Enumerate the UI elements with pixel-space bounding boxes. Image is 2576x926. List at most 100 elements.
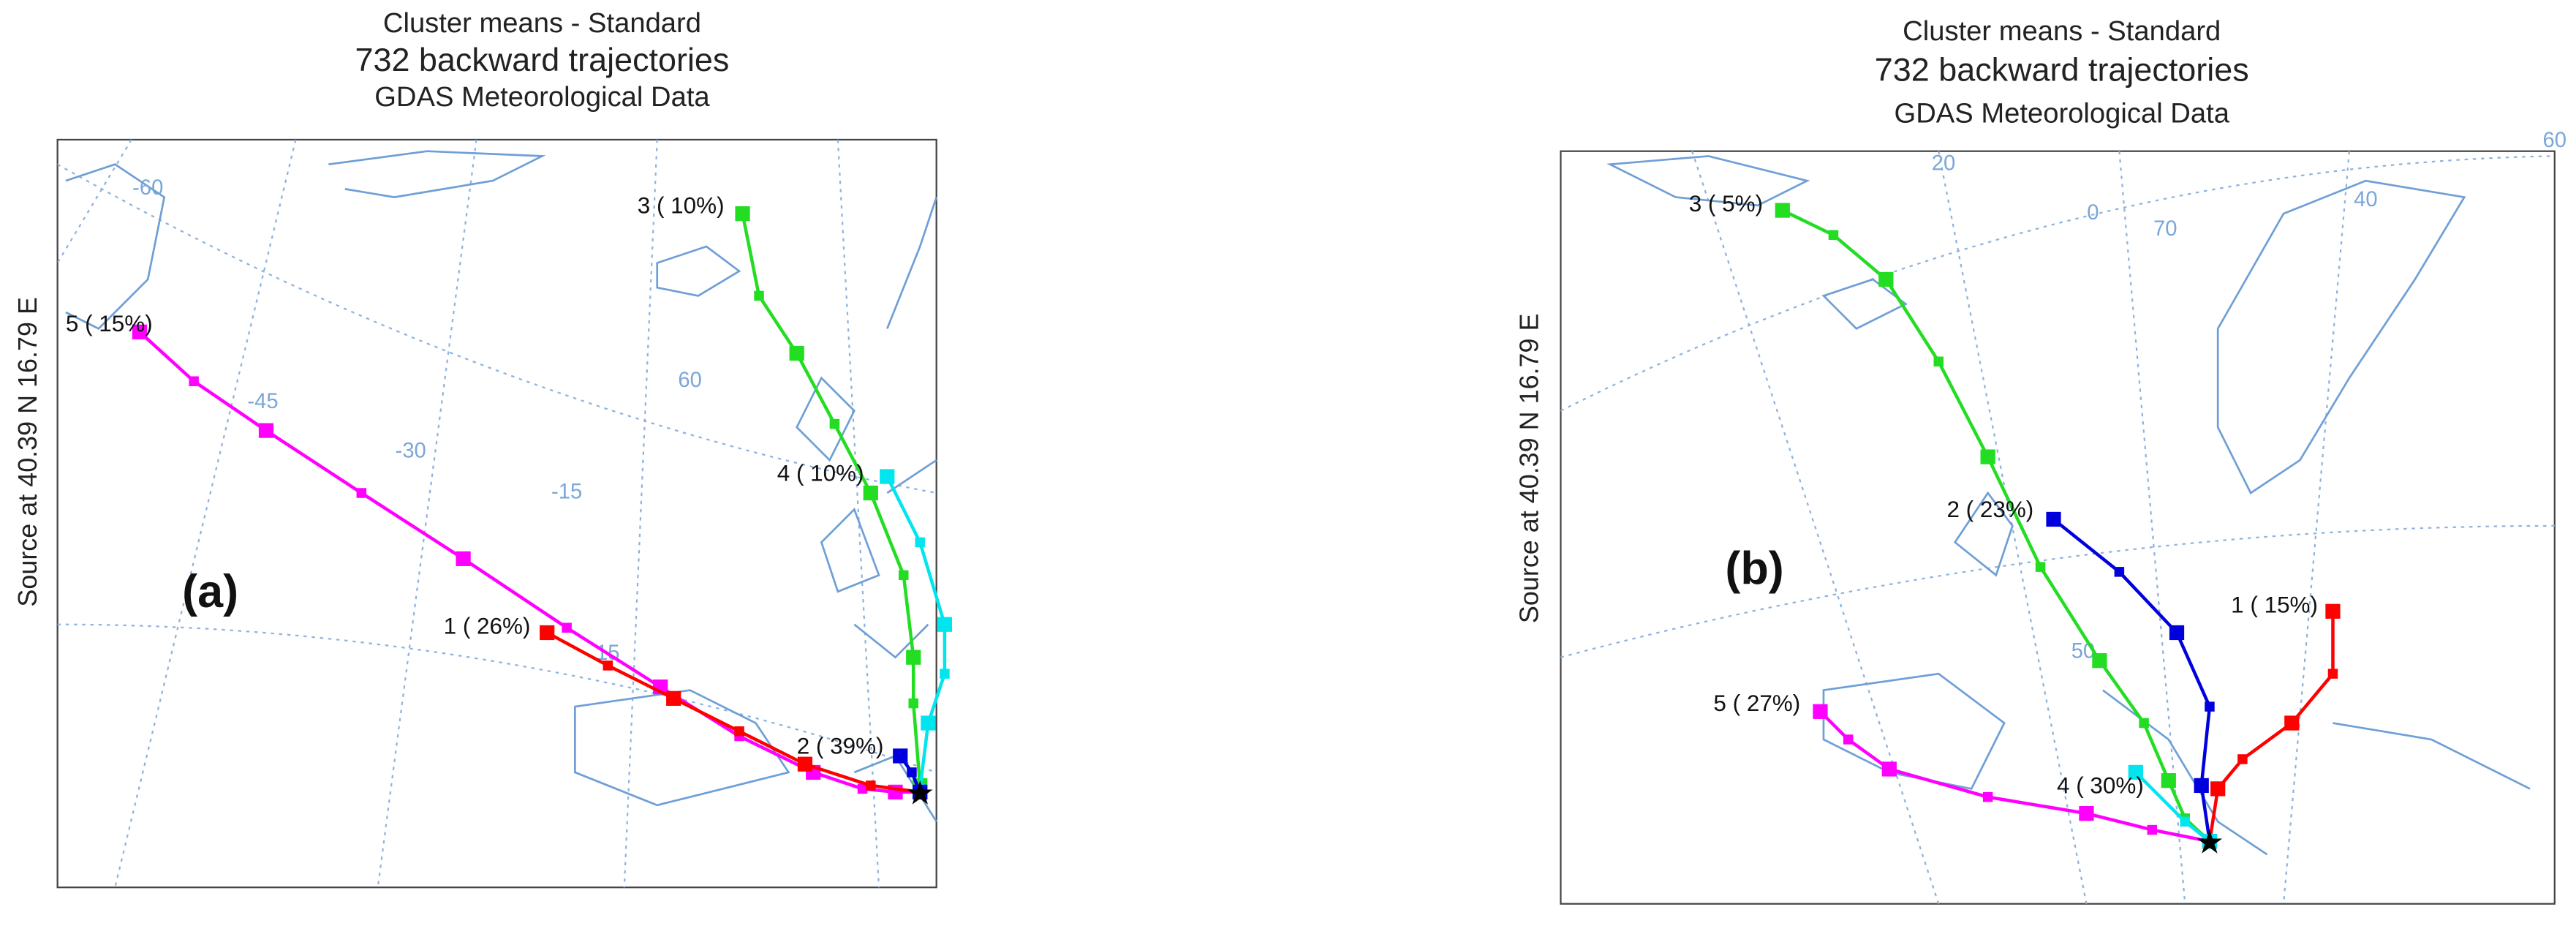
trajectory-marker bbox=[2128, 764, 2143, 780]
graticule bbox=[57, 623, 937, 774]
graticule bbox=[2282, 151, 2351, 904]
graticule bbox=[114, 139, 297, 888]
title-line: Cluster means - Standard bbox=[1903, 15, 2221, 47]
coastline bbox=[796, 376, 880, 593]
graticule bbox=[623, 139, 658, 888]
trajectory bbox=[1818, 710, 2210, 843]
map-frame bbox=[1560, 150, 2556, 905]
coastline bbox=[1822, 491, 2531, 856]
trajectory-marker bbox=[921, 715, 936, 731]
title-line: Cluster means - Standard bbox=[383, 7, 701, 39]
trajectory bbox=[2207, 611, 2335, 842]
grid-label: 20 bbox=[1932, 151, 1955, 175]
trajectory-marker bbox=[2114, 567, 2125, 577]
trajectory-marker bbox=[2046, 511, 2061, 527]
graticule bbox=[56, 139, 132, 264]
trajectory-marker bbox=[2139, 718, 2149, 729]
trajectory-marker bbox=[907, 767, 917, 778]
trajectory bbox=[885, 475, 947, 789]
grid-label: 50 bbox=[2071, 640, 2095, 663]
trajectory-marker bbox=[908, 698, 918, 709]
grid-label: -15 bbox=[551, 481, 582, 504]
cluster-label: 4 ( 10%) bbox=[777, 461, 864, 486]
trajectory-marker bbox=[880, 469, 895, 484]
title-line: 732 backward trajectories bbox=[1875, 51, 2249, 89]
trajectory-marker bbox=[2237, 754, 2248, 764]
trajectory-marker bbox=[2284, 715, 2300, 731]
trajectory-marker bbox=[1828, 230, 1839, 241]
trajectory-marker bbox=[1933, 356, 1944, 367]
trajectory-marker bbox=[2325, 603, 2341, 619]
trajectory-marker bbox=[2092, 653, 2107, 669]
trajectory-marker bbox=[893, 748, 908, 764]
trajectory-marker bbox=[1982, 791, 1993, 802]
trajectory-marker bbox=[866, 780, 876, 791]
trajectory-marker bbox=[937, 617, 953, 632]
cluster-label: 3 ( 10%) bbox=[638, 192, 725, 218]
title-line: GDAS Meteorological Data bbox=[1895, 97, 2230, 129]
trajectory-marker bbox=[915, 537, 925, 548]
trajectory-marker bbox=[2194, 778, 2209, 794]
panel-label: (a) bbox=[182, 566, 238, 617]
trajectory bbox=[2052, 518, 2212, 842]
trajectory bbox=[741, 213, 922, 786]
graticule bbox=[1560, 524, 2555, 658]
coastline bbox=[574, 197, 937, 823]
trajectory-marker bbox=[797, 756, 813, 772]
trajectory-marker bbox=[356, 488, 367, 498]
trajectory-marker bbox=[132, 324, 148, 339]
trajectory-marker bbox=[1775, 203, 1790, 218]
cluster-label: 2 ( 23%) bbox=[1946, 497, 2033, 522]
cluster-label: 5 ( 27%) bbox=[1713, 690, 1800, 716]
graticule bbox=[836, 139, 880, 888]
coastline bbox=[656, 245, 741, 297]
trajectory-marker bbox=[913, 784, 928, 800]
source-label: Source at 40.39 N 16.79 E bbox=[1514, 314, 1544, 624]
trajectory-marker bbox=[603, 660, 613, 671]
trajectory-marker bbox=[189, 376, 199, 386]
trajectory-marker bbox=[899, 570, 909, 581]
trajectory-marker bbox=[735, 206, 750, 222]
grid-label: -60 bbox=[132, 176, 163, 200]
grid-label: -45 bbox=[247, 390, 278, 413]
trajectory-marker bbox=[2035, 562, 2046, 572]
trajectory-marker bbox=[1813, 704, 1828, 719]
trajectory-marker bbox=[258, 423, 274, 438]
graticule bbox=[2118, 151, 2186, 904]
trajectory-marker bbox=[2210, 781, 2226, 797]
trajectory-marker bbox=[2202, 834, 2218, 849]
grid-label: 40 bbox=[2354, 188, 2377, 211]
trajectory-marker bbox=[1980, 449, 1995, 464]
panel: Cluster means - Standard 732 backward tra… bbox=[1514, 15, 2566, 861]
trajectory-marker bbox=[863, 485, 878, 501]
map-b-background bbox=[1560, 150, 2556, 905]
map-frame bbox=[56, 138, 937, 889]
trajectory bbox=[1781, 208, 2211, 843]
graticule bbox=[57, 163, 937, 494]
trajectory-marker bbox=[540, 625, 555, 641]
graticule bbox=[1691, 151, 1940, 905]
graticule bbox=[377, 139, 477, 888]
title-line: GDAS Meteorological Data bbox=[374, 81, 710, 113]
trajectory-marker bbox=[2147, 824, 2158, 835]
trajectory-marker bbox=[2169, 625, 2185, 641]
panel-label: (b) bbox=[1725, 543, 1783, 594]
source-label: Source at 40.39 N 16.79 E bbox=[12, 297, 42, 607]
coastline bbox=[2216, 179, 2466, 494]
trajectory-marker bbox=[2327, 669, 2338, 679]
trajectory-marker bbox=[1878, 271, 1894, 287]
trajectory-marker bbox=[906, 650, 921, 665]
trajectory-marker bbox=[2161, 773, 2176, 788]
trajectory-marker bbox=[2205, 701, 2215, 712]
title-line: 732 backward trajectories bbox=[355, 41, 730, 78]
cluster-label: 1 ( 26%) bbox=[444, 614, 531, 639]
trajectory-marker bbox=[857, 783, 868, 794]
trajectory-marker bbox=[2079, 805, 2094, 821]
map-a-background bbox=[56, 138, 937, 889]
trajectory-marker bbox=[789, 345, 804, 361]
cluster-label: 3 ( 5%) bbox=[1689, 191, 1763, 217]
